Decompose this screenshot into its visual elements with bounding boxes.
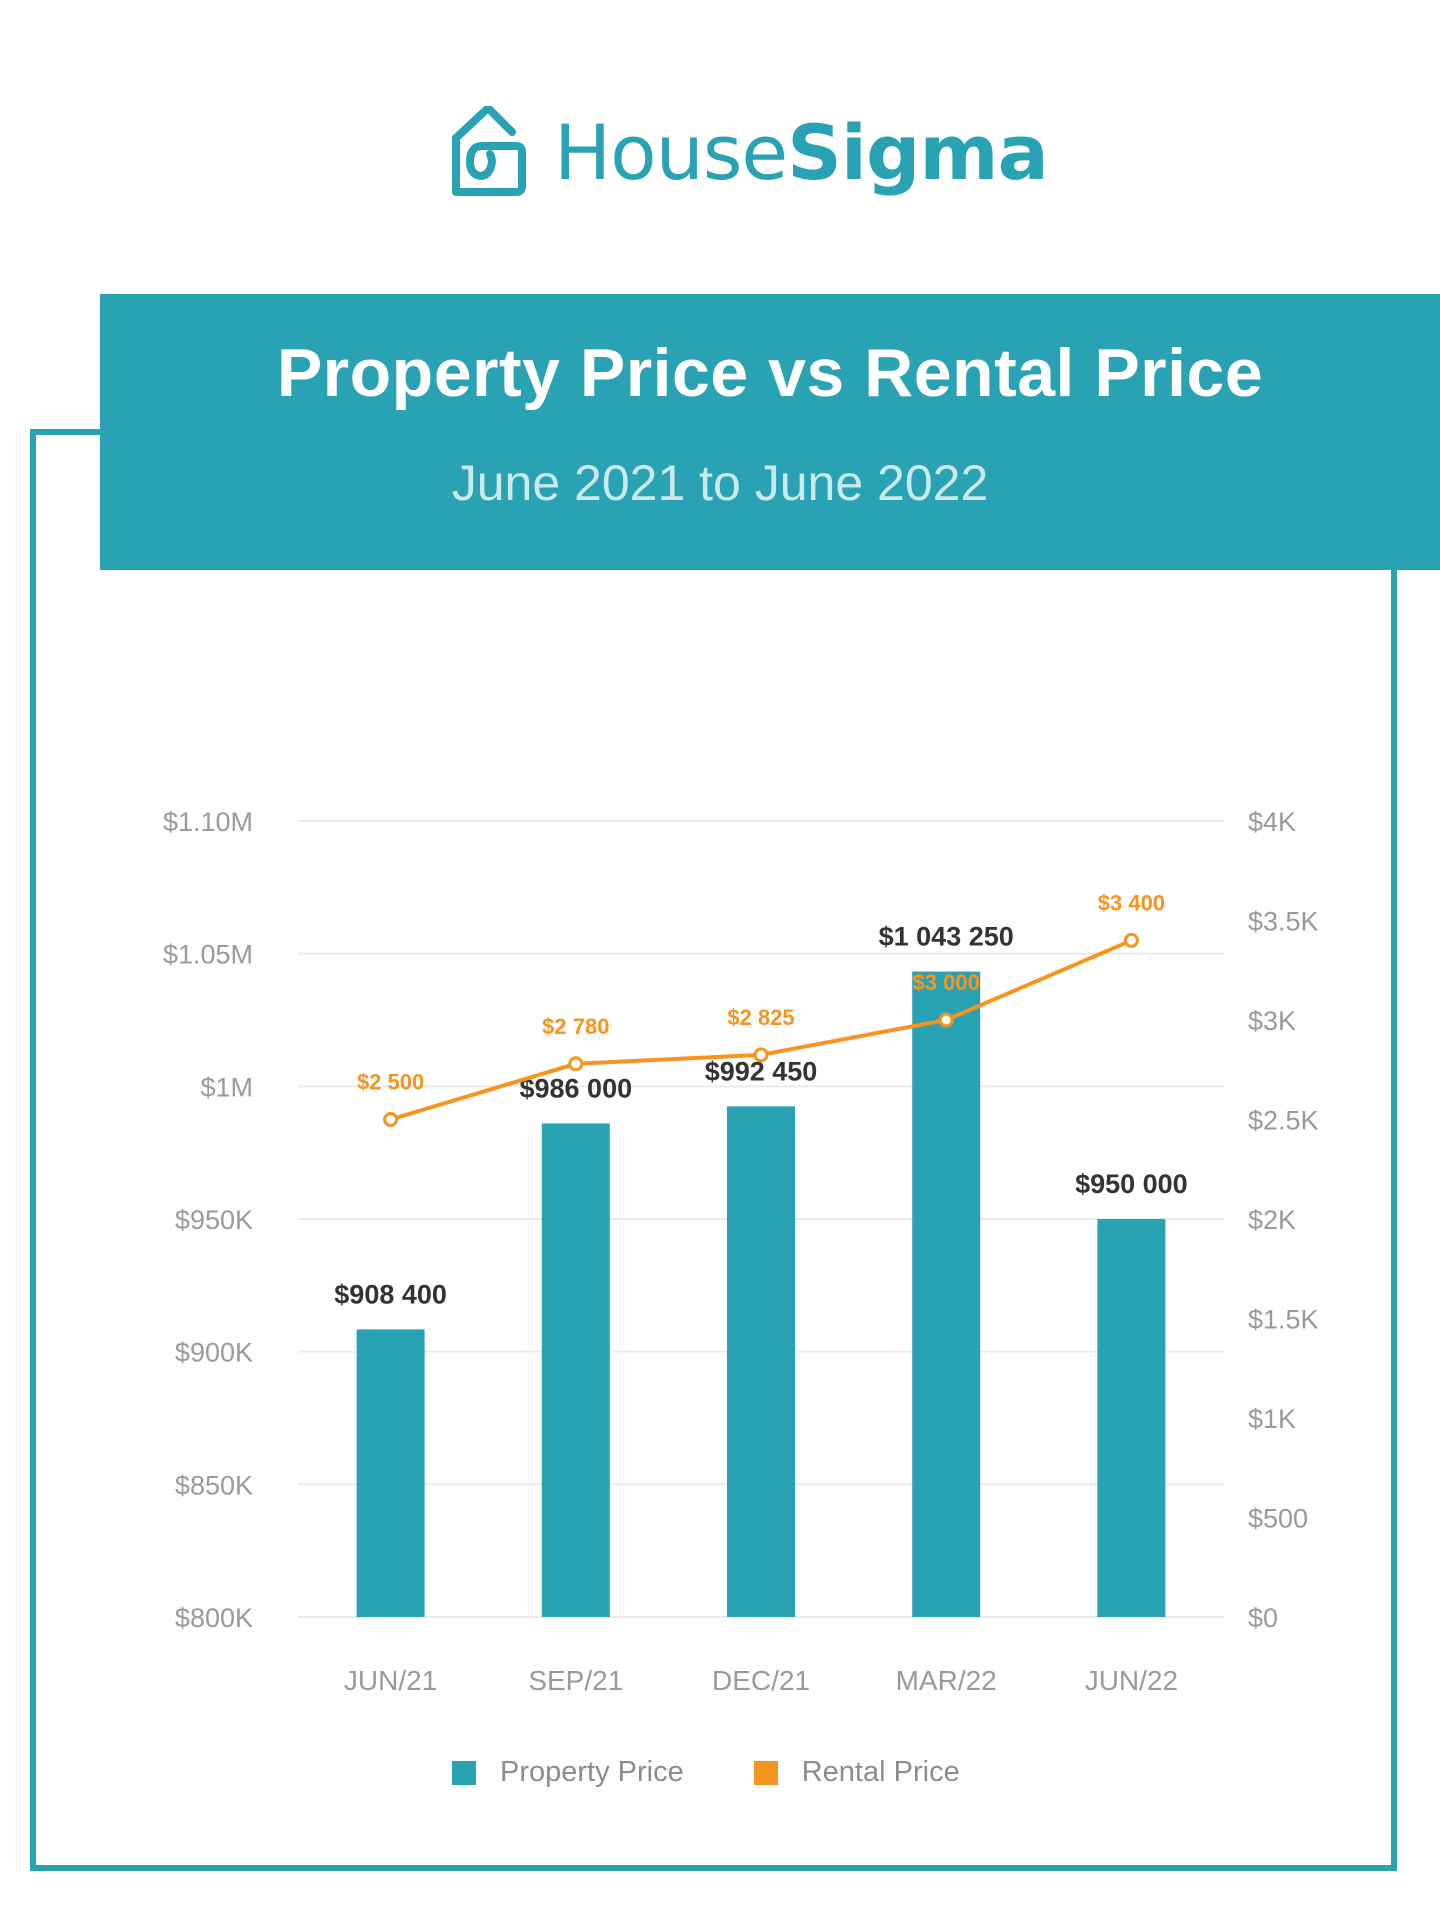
line-data-label: $2 825 [727,1005,794,1030]
left-axis-tick-label: $850K [175,1470,253,1500]
logo-text-house: House [554,107,788,197]
legend-swatch-property [452,1760,476,1785]
bar-property-price [356,1329,425,1617]
rental-price-point [383,1112,399,1127]
line-data-label: $2 780 [542,1014,609,1039]
x-axis-tick-label: JUN/21 [344,1665,437,1696]
bar-data-label: $950 000 [1075,1169,1188,1199]
bar-data-label: $1 043 250 [879,922,1014,952]
house-logo-icon [452,106,526,196]
line-data-label: $3 400 [1098,890,1165,915]
legend-item-rental[interactable]: Rental Price [753,1756,960,1789]
legend: Property Price Rental Price [452,1756,1030,1789]
rental-price-line [390,938,1133,1122]
right-axis-tick-label: $1K [1248,1404,1296,1434]
legend-swatch-rental [753,1760,778,1785]
header-band: Property Price vs Rental Price June 2021… [100,294,1440,570]
right-axis-tick-label: $0 [1248,1603,1278,1633]
bar-property-price [727,1106,795,1617]
legend-item-property[interactable]: Property Price [452,1756,684,1789]
right-axis-tick-label: $2K [1248,1205,1296,1235]
x-axis-tick-label: DEC/21 [712,1665,810,1696]
line-data-label: $2 500 [357,1070,424,1095]
left-axis-tick-label: $800K [175,1603,253,1633]
bar-property-price [541,1123,610,1617]
right-axis-tick-label: $3.5K [1248,907,1319,937]
right-axis-tick-label: $4K [1248,807,1296,837]
x-axis-tick-label: MAR/22 [896,1665,997,1696]
logo-wordmark: HouseSigma [554,107,1049,197]
bar-data-label: $986 000 [519,1073,632,1103]
left-axis-tick-label: $900K [175,1338,253,1368]
rental-price-point [1123,932,1139,948]
housesigma-logo: HouseSigma [446,104,1049,200]
legend-label-rental: Rental Price [801,1756,960,1788]
line-data-label: $3 000 [913,970,980,995]
legend-label-property: Property Price [500,1756,684,1788]
left-axis-tick-label: $1.05M [163,940,253,970]
chart-subtitle: June 2021 to June 2022 [451,455,989,511]
bar-data-label: $908 400 [334,1279,447,1309]
x-axis-tick-label: JUN/22 [1085,1665,1178,1696]
right-axis-tick-label: $1.5K [1248,1305,1319,1335]
rental-price-point [568,1056,584,1072]
x-axis-tick-label: SEP/21 [528,1665,623,1696]
rental-price-point [938,1012,954,1028]
rental-price-point [753,1047,769,1063]
right-axis-tick-label: $500 [1248,1504,1308,1534]
right-axis-tick-label: $3K [1248,1006,1296,1036]
bar-property-price [912,971,981,1617]
left-axis-tick-label: $1M [200,1072,253,1102]
bar-property-price [1097,1219,1166,1617]
right-axis-tick-label: $2.5K [1248,1106,1319,1136]
chart-title: Property Price vs Rental Price [276,335,1264,411]
logo-text-sigma: Sigma [787,107,1049,197]
left-axis-tick-label: $1.10M [163,807,253,837]
left-axis-tick-label: $950K [175,1205,253,1235]
